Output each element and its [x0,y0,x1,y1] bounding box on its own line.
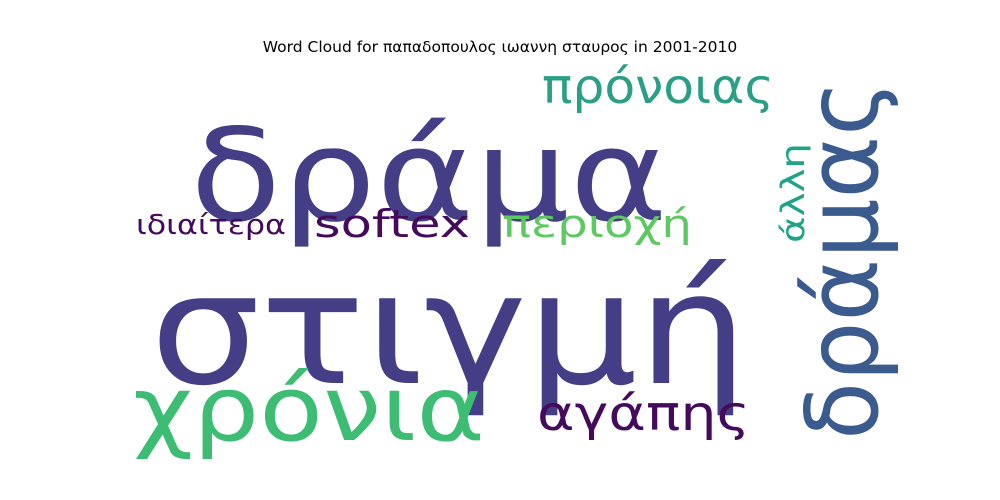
chart-title: Word Cloud for παπαδοπουλος ιωαννη σταυρ… [262,38,738,56]
word-9: άλλη [774,143,812,243]
word-8: περιοχή [502,203,692,247]
word-4: χρόνια [133,357,485,461]
word-10: ιδιαίτερα [136,209,286,242]
word-3: δράμας [785,80,902,440]
word-6: αγάπης [537,386,750,442]
word-5: πρόνοιας [542,58,774,115]
word-1: στιγμή [150,239,748,420]
word-7: softex [314,202,470,247]
word-2: δράμα [190,101,668,250]
